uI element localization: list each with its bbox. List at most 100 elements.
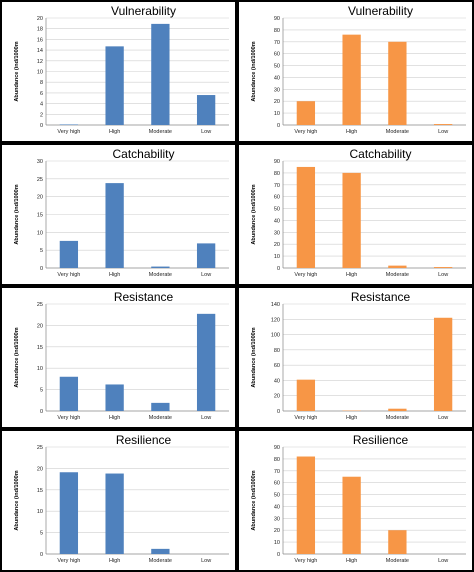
y-tick-label: 70 <box>274 183 280 189</box>
chart-title: Resistance <box>114 290 174 304</box>
bar-very-high <box>296 166 316 268</box>
chart-title: Resistance <box>351 290 411 304</box>
chart-svg-4: Catchability Abundance (ind/1000m 0 10 20 30 4… <box>251 147 466 278</box>
y-axis-label: Abundance (ind/1000m <box>14 41 20 101</box>
y-tick-label: 0 <box>40 123 43 129</box>
y-tick-label: 2 <box>40 112 43 118</box>
y-tick-label: 15 <box>37 345 43 351</box>
y-tick-label: 10 <box>274 254 280 260</box>
y-tick-label: 8 <box>40 80 43 86</box>
y-tick-label: 20 <box>37 466 43 472</box>
y-tick-label: 0 <box>277 552 280 558</box>
bar-low <box>196 95 216 125</box>
y-tick-label: 10 <box>274 540 280 546</box>
y-tick-label: 70 <box>274 40 280 46</box>
x-tick-label: Very high <box>57 415 80 421</box>
x-tick-label: High <box>346 415 357 421</box>
y-tick-label: 40 <box>274 218 280 224</box>
bar-high <box>105 473 124 554</box>
y-tick-label: 15 <box>37 213 43 219</box>
y-axis-label: Abundance (ind/1000m <box>14 184 20 244</box>
y-tick-label: 20 <box>274 242 280 248</box>
y-tick-label: 4 <box>40 102 43 108</box>
bar-very-high <box>59 124 79 125</box>
y-tick-label: 0 <box>277 123 280 129</box>
chart-panel-2: Vulnerability Abundance (ind/1000m 0 10 20 30… <box>239 2 472 141</box>
chart-svg-1: Vulnerability Abundance (ind/1000m 0 2 4 6 8 10… <box>14 4 229 135</box>
y-tick-label: 40 <box>274 75 280 81</box>
chart-svg-8: Resilience Abundance (ind/1000m 0 10 20 30 40 5… <box>251 433 466 564</box>
x-tick-label: Low <box>201 558 211 564</box>
y-axis-label: Abundance (ind/1000m <box>251 41 257 101</box>
bar-very-high <box>59 240 79 268</box>
bar-low <box>433 317 453 411</box>
y-tick-label: 20 <box>274 394 280 400</box>
y-tick-label: 90 <box>274 445 280 451</box>
x-tick-label: High <box>109 129 120 135</box>
bar-moderate <box>151 548 170 554</box>
bar-very-high <box>296 456 316 554</box>
y-tick-label: 30 <box>37 159 43 165</box>
y-axis-label: Abundance (ind/1000m <box>251 327 257 387</box>
x-tick-label: Low <box>201 129 211 135</box>
x-tick-label: Low <box>438 558 448 564</box>
bar-moderate <box>388 530 407 554</box>
bar-low <box>433 124 453 125</box>
bar-very-high <box>59 376 79 411</box>
y-tick-label: 140 <box>271 302 280 308</box>
bar-high <box>105 183 124 268</box>
chart-svg-5: Resistance Abundance (ind/1000m 0 5 10 15 20 25… <box>14 290 229 421</box>
bar-very-high <box>296 379 316 411</box>
x-tick-label: Moderate <box>386 415 409 421</box>
bar-low <box>433 267 453 268</box>
y-tick-label: 10 <box>37 230 43 236</box>
chart-title: Catchability <box>112 147 174 161</box>
x-tick-label: Low <box>438 129 448 135</box>
y-tick-label: 5 <box>40 248 43 254</box>
y-tick-label: 60 <box>274 52 280 58</box>
x-tick-label: Moderate <box>149 129 172 135</box>
x-tick-label: Very high <box>57 558 80 564</box>
y-tick-label: 10 <box>37 70 43 76</box>
x-tick-label: Moderate <box>386 272 409 278</box>
x-tick-label: High <box>109 272 120 278</box>
chart-svg-2: Vulnerability Abundance (ind/1000m 0 10 20 30… <box>251 4 466 135</box>
bar-high <box>342 34 361 126</box>
y-tick-label: 18 <box>37 27 43 33</box>
bar-high <box>342 172 361 268</box>
bar-moderate <box>388 41 407 125</box>
bar-moderate <box>151 402 170 411</box>
x-tick-label: Moderate <box>149 272 172 278</box>
y-tick-label: 60 <box>274 481 280 487</box>
y-tick-label: 25 <box>37 302 43 308</box>
chart-panel-7: Resilience Abundance (ind/1000m 0 5 10 15 20 25… <box>2 431 235 570</box>
y-tick-label: 70 <box>274 469 280 475</box>
y-tick-label: 30 <box>274 87 280 93</box>
y-tick-label: 5 <box>40 531 43 537</box>
y-tick-label: 120 <box>271 317 280 323</box>
bar-moderate <box>388 265 407 268</box>
y-tick-label: 20 <box>37 195 43 201</box>
x-tick-label: Very high <box>294 558 317 564</box>
y-axis-label: Abundance (ind/1000m <box>251 184 257 244</box>
y-tick-label: 0 <box>277 266 280 272</box>
y-tick-label: 10 <box>37 366 43 372</box>
y-tick-label: 16 <box>37 37 43 43</box>
x-tick-label: Low <box>201 415 211 421</box>
chart-title: Vulnerability <box>348 4 413 18</box>
y-tick-label: 20 <box>37 323 43 329</box>
chart-title: Catchability <box>349 147 411 161</box>
y-tick-label: 20 <box>274 99 280 105</box>
chart-panel-6: Resistance Abundance (ind/1000m 0 20 40 60 80 1… <box>239 288 472 427</box>
bar-moderate <box>151 23 170 125</box>
y-tick-label: 0 <box>40 552 43 558</box>
x-tick-label: Moderate <box>149 558 172 564</box>
x-tick-label: High <box>109 415 120 421</box>
x-tick-label: High <box>346 272 357 278</box>
y-tick-label: 80 <box>274 28 280 34</box>
chart-title: Vulnerability <box>111 4 176 18</box>
y-axis-label: Abundance (ind/1000m <box>14 327 20 387</box>
chart-title: Resilience <box>353 433 409 447</box>
y-tick-label: 25 <box>37 445 43 451</box>
y-tick-label: 50 <box>274 64 280 70</box>
